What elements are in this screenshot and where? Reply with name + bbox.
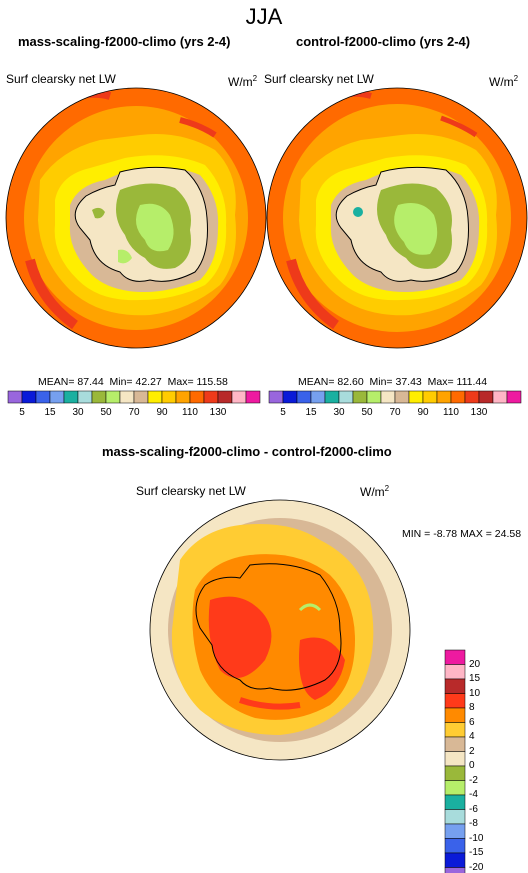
colorbar-swatch: [22, 391, 36, 403]
colorbar-tick-label: 20: [469, 659, 493, 670]
colorbar-swatch: [148, 391, 162, 403]
colorbar-swatch: [246, 391, 260, 403]
colorbar-swatch: [451, 391, 465, 403]
diff-units: W/m2: [360, 484, 389, 499]
colorbar-tick-label: 15: [38, 407, 62, 418]
colorbar-tick-label: -20: [469, 862, 493, 873]
colorbar-swatch: [479, 391, 493, 403]
colorbar-swatch: [445, 766, 465, 781]
colorbar-tick-label: 10: [469, 688, 493, 699]
colorbar-swatch: [395, 391, 409, 403]
colorbar-swatch: [445, 810, 465, 825]
colorbar-tick-label: 70: [122, 407, 146, 418]
colorbar-tick-label: -8: [469, 818, 493, 829]
colorbar-tick-label: 70: [383, 407, 407, 418]
colorbar-tick-label: 6: [469, 717, 493, 728]
panel-1-map: [6, 88, 266, 348]
colorbar-swatch: [445, 868, 465, 873]
colorbar-tick-label: 90: [411, 407, 435, 418]
colorbar-diff: [445, 650, 465, 873]
colorbar-swatch: [269, 391, 283, 403]
colorbar-swatch: [445, 839, 465, 854]
colorbar-swatch: [8, 391, 22, 403]
colorbar-swatch: [232, 391, 246, 403]
colorbar-swatch: [50, 391, 64, 403]
colorbar-tick-label: 5: [10, 407, 34, 418]
diff-title: mass-scaling-f2000-climo - control-f2000…: [102, 444, 392, 459]
colorbar-tick-label: 30: [327, 407, 351, 418]
colorbar-tick-label: 5: [271, 407, 295, 418]
colorbar-swatch: [409, 391, 423, 403]
colorbar-swatch: [445, 824, 465, 839]
diff-minmax: MIN = -8.78 MAX = 24.58: [402, 528, 521, 540]
colorbar-swatch: [120, 391, 134, 403]
colorbar-swatch: [445, 795, 465, 810]
colorbar-tick-label: 110: [439, 407, 463, 418]
colorbar-tick-label: 30: [66, 407, 90, 418]
colorbar-tick-label: 15: [469, 673, 493, 684]
colorbar-tick-label: -4: [469, 789, 493, 800]
colorbar-tick-label: -10: [469, 833, 493, 844]
colorbar-swatch: [445, 650, 465, 665]
colorbar-swatch: [204, 391, 218, 403]
colorbar-swatch: [367, 391, 381, 403]
colorbar-swatch: [445, 708, 465, 723]
colorbar-swatch: [437, 391, 451, 403]
panel-2-title: control-f2000-climo (yrs 2-4): [296, 34, 470, 49]
colorbar-swatch: [311, 391, 325, 403]
panel-2-map: [267, 88, 527, 348]
colorbar-swatch: [106, 391, 120, 403]
colorbar-tick-label: 130: [467, 407, 491, 418]
colorbar-swatch: [78, 391, 92, 403]
colorbar-tick-label: 2: [469, 746, 493, 757]
colorbar-tick-label: 8: [469, 702, 493, 713]
colorbar-swatch: [283, 391, 297, 403]
panel-2-variable: Surf clearsky net LW: [264, 72, 374, 86]
colorbar-swatch: [339, 391, 353, 403]
colorbar-swatch: [325, 391, 339, 403]
colorbar-tick-label: -6: [469, 804, 493, 815]
colorbar-tick-label: 130: [206, 407, 230, 418]
colorbar-swatch: [445, 853, 465, 868]
colorbar-swatch: [353, 391, 367, 403]
colorbar-swatch: [445, 781, 465, 796]
colorbar-swatch: [92, 391, 106, 403]
colorbar-swatch: [190, 391, 204, 403]
colorbar-tick-label: 50: [94, 407, 118, 418]
colorbar-swatch: [493, 391, 507, 403]
panel-2-units: W/m2: [489, 74, 518, 89]
colorbar-panel-2: [269, 391, 521, 403]
diff-variable: Surf clearsky net LW: [136, 484, 246, 498]
panel-2-stats: MEAN= 82.60 Min= 37.43 Max= 111.44: [298, 376, 487, 388]
colorbar-tick-label: 4: [469, 731, 493, 742]
colorbar-swatch: [445, 665, 465, 680]
colorbar-tick-label: 0: [469, 760, 493, 771]
colorbar-swatch: [36, 391, 50, 403]
colorbar-tick-label: 15: [299, 407, 323, 418]
colorbar-swatch: [445, 679, 465, 694]
colorbar-swatch: [445, 752, 465, 767]
colorbar-tick-label: -15: [469, 847, 493, 858]
colorbar-swatch: [218, 391, 232, 403]
colorbar-tick-label: 110: [178, 407, 202, 418]
colorbar-tick-label: -2: [469, 775, 493, 786]
colorbar-swatch: [423, 391, 437, 403]
colorbar-panel-1: [8, 391, 260, 403]
colorbar-swatch: [445, 694, 465, 709]
colorbar-swatch: [297, 391, 311, 403]
colorbar-swatch: [381, 391, 395, 403]
colorbar-swatch: [507, 391, 521, 403]
colorbar-swatch: [445, 737, 465, 752]
colorbar-tick-label: 90: [150, 407, 174, 418]
colorbar-tick-label: 50: [355, 407, 379, 418]
colorbar-swatch: [134, 391, 148, 403]
colorbar-swatch: [445, 723, 465, 738]
colorbar-swatch: [162, 391, 176, 403]
colorbar-swatch: [465, 391, 479, 403]
colorbar-swatch: [64, 391, 78, 403]
diff-map: [150, 500, 410, 760]
panel-1-stats: MEAN= 87.44 Min= 42.27 Max= 115.58: [38, 376, 228, 388]
colorbar-swatch: [176, 391, 190, 403]
